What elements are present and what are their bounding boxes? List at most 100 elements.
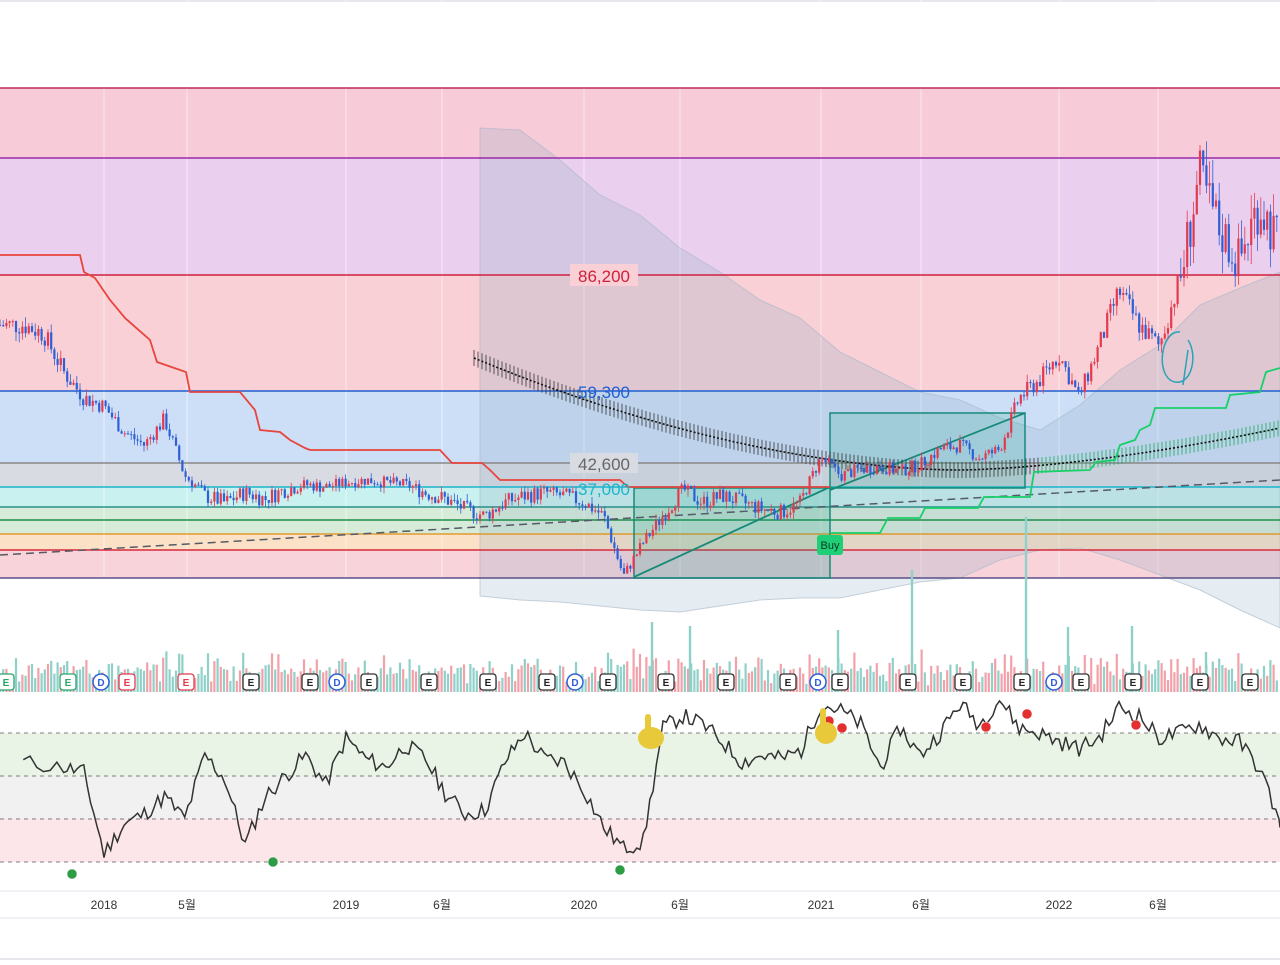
oversold-signal[interactable] <box>614 864 626 876</box>
volume-bar <box>715 662 718 692</box>
x-tick: 6월 <box>1149 898 1167 912</box>
volume-bar <box>1186 666 1189 692</box>
candle <box>312 481 315 494</box>
candle <box>171 435 174 440</box>
volume-bar <box>734 656 738 692</box>
candle <box>731 495 734 509</box>
event-marker[interactable]: E <box>831 673 849 691</box>
event-marker[interactable]: D <box>92 673 110 691</box>
candle <box>107 403 110 413</box>
volume-bar <box>459 667 462 692</box>
event-marker[interactable]: E <box>301 673 319 691</box>
event-marker[interactable]: E <box>59 673 77 691</box>
candle <box>133 428 136 445</box>
overbought-signal[interactable] <box>1021 708 1033 720</box>
overbought-signal[interactable] <box>836 722 848 734</box>
volume-bar <box>910 570 914 692</box>
volume-bar <box>40 673 43 692</box>
candle <box>568 488 571 497</box>
event-marker[interactable]: D <box>328 673 346 691</box>
candle <box>674 505 677 516</box>
event-marker[interactable]: E <box>1191 673 1209 691</box>
arc-line <box>473 357 1279 471</box>
candle <box>309 481 312 488</box>
volume-bar <box>709 673 712 692</box>
top-border <box>0 0 1280 2</box>
event-marker[interactable]: E <box>0 673 15 691</box>
volume-bar <box>507 676 510 692</box>
event-marker[interactable]: E <box>420 673 438 691</box>
candle <box>1256 200 1259 251</box>
event-marker[interactable]: E <box>1013 673 1031 691</box>
oversold-signal[interactable] <box>66 868 78 880</box>
event-marker[interactable]: E <box>360 673 378 691</box>
event-marker-label: E <box>366 678 373 689</box>
candle <box>587 502 590 508</box>
event-marker[interactable]: E <box>538 673 556 691</box>
volume-bar <box>450 665 453 692</box>
trailing-stop-green <box>830 367 1280 534</box>
candle <box>952 445 955 450</box>
volume-bar <box>277 654 280 692</box>
oversold-signal[interactable] <box>267 856 279 868</box>
candle <box>40 326 43 345</box>
candle <box>1141 317 1144 340</box>
candle <box>1029 379 1032 388</box>
overbought-signal[interactable] <box>980 721 992 733</box>
candle <box>1096 345 1099 369</box>
volume-bar <box>638 653 642 692</box>
event-marker[interactable]: D <box>809 673 827 691</box>
event-marker[interactable]: E <box>479 673 497 691</box>
event-marker[interactable]: E <box>1072 673 1090 691</box>
candle <box>184 468 187 482</box>
candle <box>165 408 168 431</box>
event-marker[interactable]: E <box>899 673 917 691</box>
candle <box>299 483 302 496</box>
event-marker-label: E <box>3 678 10 689</box>
candle <box>757 500 760 519</box>
event-marker[interactable]: E <box>118 673 136 691</box>
event-marker[interactable]: E <box>657 673 675 691</box>
volume-bar <box>178 653 181 692</box>
buy-signal[interactable]: Buy <box>817 535 843 555</box>
event-marker[interactable]: E <box>779 673 797 691</box>
volume-bar <box>642 678 645 692</box>
candle <box>8 320 11 328</box>
candle <box>78 383 82 407</box>
candle <box>302 476 306 490</box>
event-marker[interactable]: E <box>599 673 617 691</box>
event-marker[interactable]: E <box>177 673 195 691</box>
event-marker[interactable]: E <box>717 673 735 691</box>
candle <box>1032 379 1035 397</box>
volume-bar <box>920 649 923 692</box>
event-marker[interactable]: D <box>1045 673 1063 691</box>
candle <box>584 504 587 511</box>
volume-bar <box>1182 672 1186 692</box>
volume-bar <box>510 664 514 692</box>
event-marker[interactable]: D <box>566 673 584 691</box>
event-marker[interactable]: E <box>1124 673 1142 691</box>
candle <box>1275 214 1278 232</box>
candle <box>370 473 373 484</box>
event-marker[interactable]: E <box>242 673 260 691</box>
volume-bar <box>757 657 760 692</box>
event-marker[interactable]: E <box>1241 673 1259 691</box>
volume-bar <box>350 680 354 692</box>
candle <box>770 504 773 515</box>
event-marker[interactable]: E <box>954 673 972 691</box>
candle <box>552 485 555 496</box>
candle <box>469 500 472 511</box>
overbought-signal[interactable] <box>1130 719 1142 731</box>
volume-bar <box>514 681 517 692</box>
candle <box>616 545 619 561</box>
volume-bar <box>763 680 766 692</box>
volume-bar <box>696 669 699 692</box>
candle <box>1118 286 1122 300</box>
candle <box>526 486 530 501</box>
candle <box>658 516 661 532</box>
volume-bar <box>616 664 619 692</box>
candle <box>414 480 418 491</box>
volume-bar <box>155 664 158 692</box>
candle <box>1266 209 1269 241</box>
